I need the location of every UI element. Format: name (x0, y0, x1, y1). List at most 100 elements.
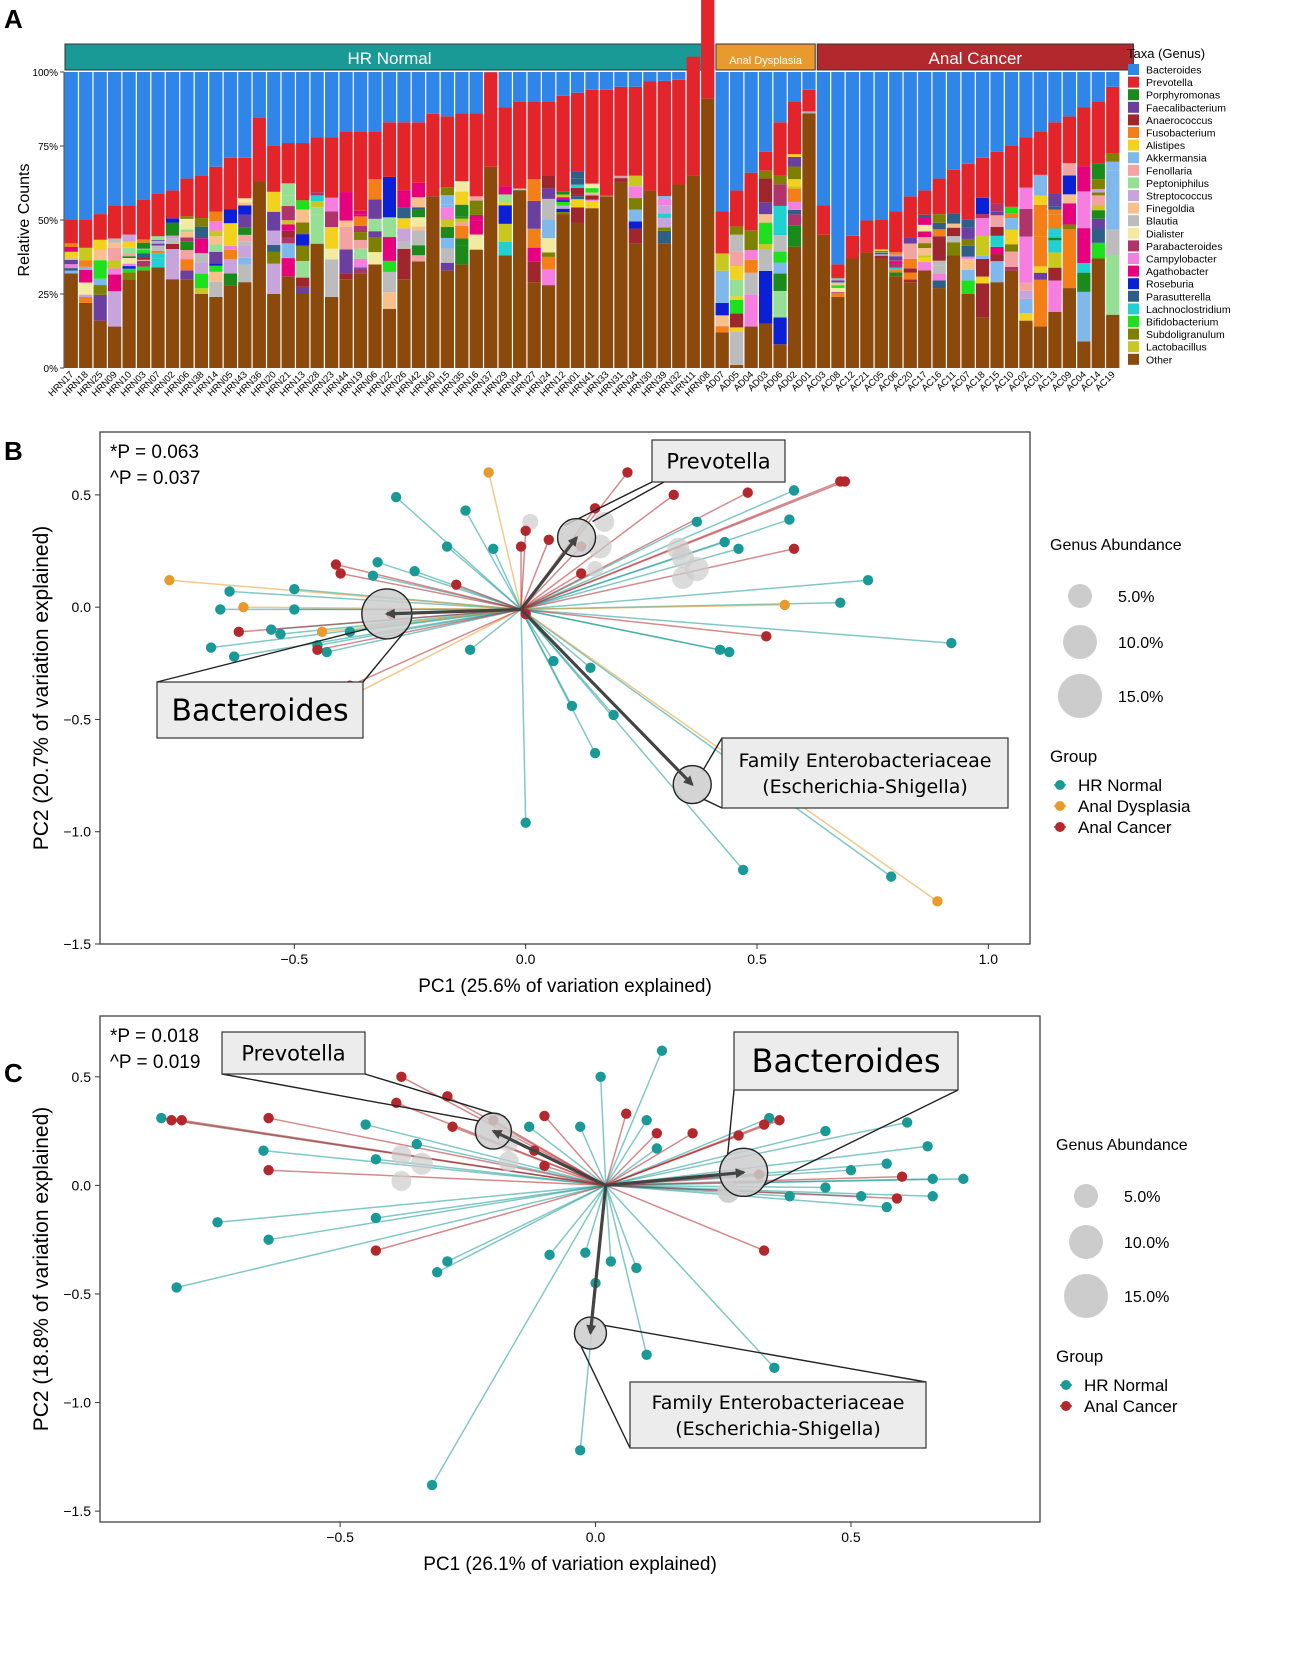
bar-segment-bacteroides (440, 72, 454, 117)
callout-box (221, 1031, 366, 1075)
bar-segment-taxon (990, 226, 1004, 236)
spoke-line (579, 1126, 607, 1186)
bar-segment-taxon (889, 269, 903, 273)
bar-segment-other (310, 243, 324, 368)
bar-segment-taxon (874, 249, 888, 251)
bar-segment-other (1019, 320, 1033, 368)
bar-segment-taxon (990, 211, 1004, 216)
bar-segment-taxon (498, 202, 512, 206)
bar-segment-taxon (1033, 236, 1048, 267)
bar-segment-other (324, 296, 339, 368)
sample-point (441, 541, 453, 552)
bar-segment-other (1062, 288, 1077, 368)
sample-point (737, 864, 749, 876)
bar-segment-taxon (773, 184, 787, 206)
bar-segment-taxon (990, 254, 1004, 262)
bar-segment-taxon (1048, 267, 1062, 281)
bar-segment-taxon (1106, 170, 1120, 190)
sample-point (758, 1245, 770, 1256)
bar-segment-taxon (440, 219, 454, 227)
bar-segment-taxon (758, 178, 773, 203)
bar-segment-other (484, 166, 498, 368)
callout-box (721, 737, 1009, 809)
spoke-line (520, 489, 795, 611)
group-header-bar (715, 43, 816, 71)
bar-segment-taxon (440, 226, 454, 238)
bar-segment-bacteroides (339, 72, 353, 132)
legend-swatch (1128, 152, 1139, 164)
sample-point (205, 642, 217, 653)
bar-segment-taxon (715, 315, 729, 327)
y-tick-label: 0.0 (72, 599, 92, 615)
spoke-line (487, 472, 522, 610)
spoke-line (335, 563, 522, 611)
spoke-line (375, 1184, 606, 1219)
bar-segment-taxon (368, 179, 382, 200)
bar-segment-prevotella (1004, 146, 1019, 207)
bar-segment-taxon (310, 195, 324, 202)
bar-segment-taxon (932, 265, 946, 275)
bar-segment-taxon (79, 282, 93, 295)
bar-segment-prevotella (440, 116, 454, 188)
spoke-line (375, 1184, 606, 1252)
bar-segment-taxon (773, 290, 787, 318)
sample-point (390, 491, 402, 503)
sample-point (431, 1267, 443, 1278)
sample-point (515, 541, 527, 552)
bar-segment-other (643, 190, 657, 368)
loading-arrow (605, 1168, 746, 1187)
bar-segment-taxon (281, 230, 295, 238)
bar-segment-taxon (990, 261, 1004, 283)
bar-segment-taxon (773, 235, 787, 252)
bar-segment-prevotella (455, 113, 469, 182)
bar-segment-taxon (440, 262, 454, 271)
bar-segment-taxon (585, 184, 599, 189)
bar-segment-taxon (368, 218, 382, 232)
sample-point (488, 543, 499, 554)
x-tick-label: 0.5 (841, 1529, 861, 1545)
bar-segment-prevotella (1062, 116, 1077, 164)
sample-point (396, 1071, 407, 1083)
bar-segment-taxon (107, 268, 122, 275)
spoke-line (520, 608, 730, 653)
bar-segment-bacteroides (918, 72, 932, 191)
bar-segment-taxon (628, 175, 643, 187)
legend-label: Fenollaria (1146, 165, 1192, 177)
sample-point (946, 637, 957, 649)
bar-segment-bacteroides (643, 72, 657, 82)
bar-segment-bacteroides (628, 72, 643, 87)
spoke-line (268, 1117, 606, 1187)
bar-segment-taxon (1077, 228, 1091, 263)
bar-segment-bacteroides (773, 72, 787, 123)
bar-segment-other (498, 255, 512, 368)
sample-point (835, 597, 846, 608)
sample-point (411, 1138, 422, 1150)
sample-point (881, 1201, 892, 1213)
bar-segment-bacteroides (397, 72, 411, 123)
bar-segment-bacteroides (455, 72, 469, 114)
bar-segment-bacteroides (816, 72, 831, 206)
bar-segment-other (614, 181, 628, 368)
sample-point (580, 1247, 591, 1258)
bar-segment-other (961, 294, 975, 368)
bar-segment-bacteroides (79, 72, 93, 220)
spoke-line (395, 496, 522, 610)
group-legend-label: Anal Dysplasia (1078, 797, 1191, 816)
bar-segment-taxon (961, 258, 975, 271)
bar-segment-taxon (1004, 213, 1019, 219)
spoke-line (584, 1185, 607, 1253)
bar-segment-taxon (368, 237, 382, 253)
bar-segment-taxon (498, 194, 512, 203)
y-tick-label: −1.0 (63, 824, 91, 840)
legend-label: Other (1146, 354, 1173, 366)
bar-segment-taxon (1091, 210, 1105, 219)
bar-segment-taxon (802, 112, 816, 113)
y-tick-label: 0% (44, 364, 59, 375)
sample-point (263, 1164, 274, 1176)
bar-segment-bacteroides (469, 72, 483, 114)
bar-segment-taxon (758, 202, 773, 215)
sample-point (761, 631, 772, 642)
bar-segment-bacteroides (151, 72, 165, 194)
bar-segment-prevotella (816, 205, 831, 235)
bar-segment-taxon (1048, 193, 1062, 207)
